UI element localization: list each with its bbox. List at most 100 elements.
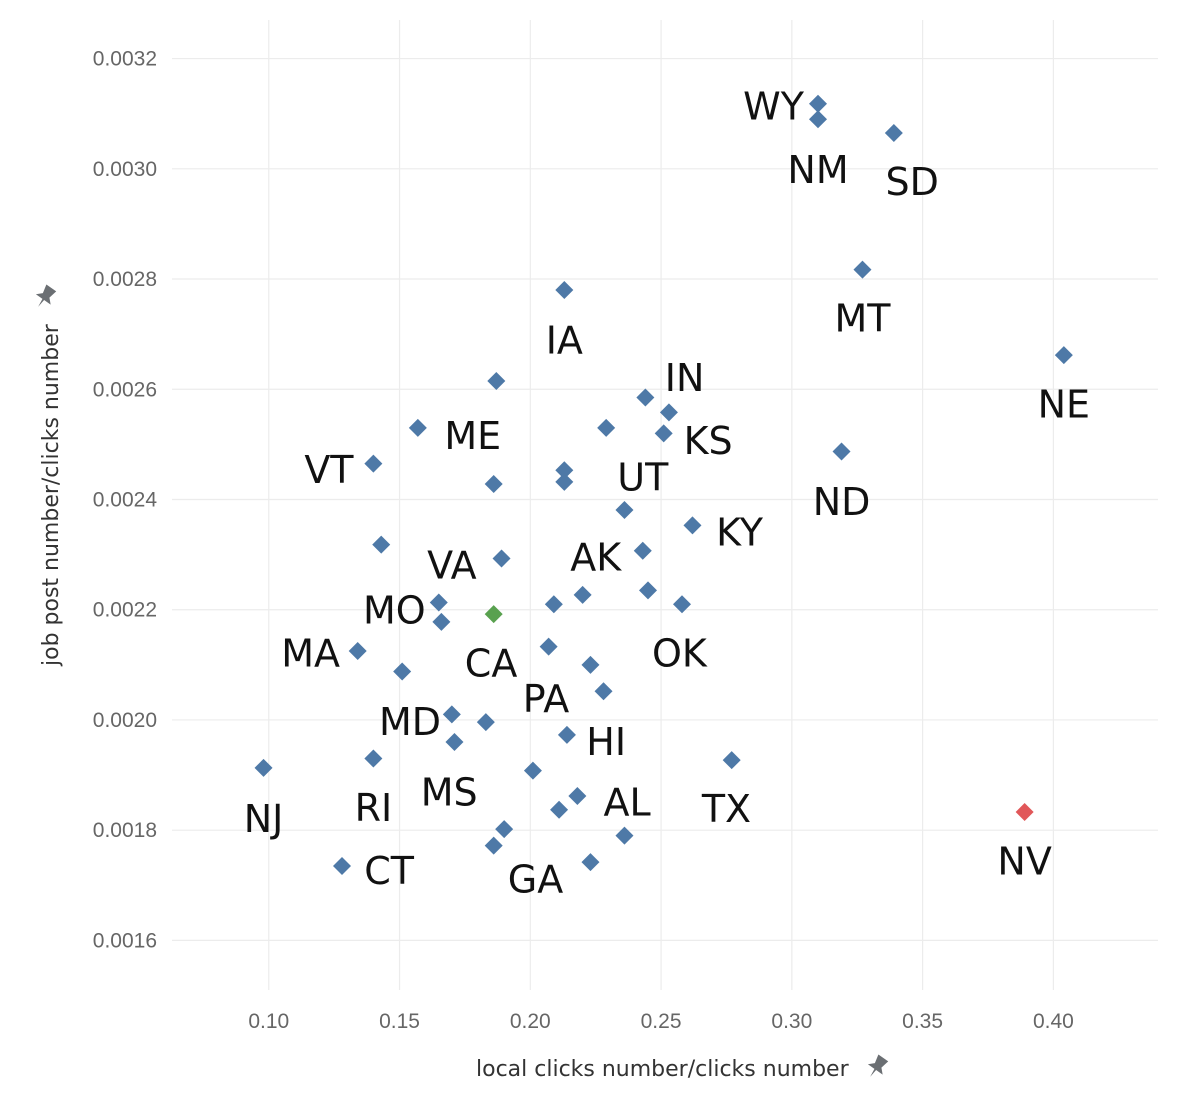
point-label: CA [465,642,518,686]
data-point[interactable] [555,472,574,491]
point-label: ME [444,414,501,458]
data-point[interactable] [442,705,461,724]
data-point[interactable] [568,787,587,805]
y-tick-label: 0.0030 [93,158,157,181]
y-axis-title: job post number/clicks number [39,323,64,667]
x-tick-label: 0.40 [1033,1010,1074,1033]
data-point[interactable] [372,535,391,554]
x-tick-label: 0.35 [902,1010,943,1033]
point-label: GA [508,858,563,902]
data-point[interactable] [445,732,464,751]
x-tick-label: 0.30 [771,1010,812,1033]
y-tick-label: 0.0016 [93,929,157,952]
data-point[interactable] [550,800,569,819]
data-point[interactable] [484,475,503,494]
data-point[interactable] [581,655,600,674]
y-tick-label: 0.0020 [93,709,157,732]
x-tick-label: 0.20 [510,1010,551,1033]
data-point[interactable] [364,749,383,768]
data-point[interactable] [484,605,503,624]
data-point[interactable] [544,595,563,614]
point-label: MT [834,297,891,341]
x-axis-pin-icon[interactable] [863,1053,891,1082]
point-label: ND [813,480,871,524]
point-label: UT [617,455,669,499]
x-tick-label: 0.10 [248,1010,289,1033]
x-axis-title: local clicks number/clicks number [476,1057,850,1082]
data-point[interactable] [484,836,503,855]
point-label: AL [603,781,650,825]
point-label: TX [701,787,751,831]
point-label: KY [716,510,764,554]
point-label: VT [304,448,354,492]
data-points [254,94,1073,875]
point-label: RI [355,786,393,830]
point-label: NV [997,839,1051,883]
data-point[interactable] [495,820,514,839]
point-label: MO [363,589,426,633]
data-point[interactable] [722,751,741,770]
data-point[interactable] [654,424,673,443]
data-point[interactable] [581,853,600,872]
data-point[interactable] [555,281,574,300]
point-label: MS [421,771,478,815]
point-label: VA [427,544,477,588]
data-point[interactable] [809,94,827,113]
point-label: HI [586,720,626,764]
point-label: SD [885,160,938,204]
x-tick-label: 0.15 [379,1010,420,1033]
data-point[interactable] [333,856,351,875]
data-point[interactable] [364,454,383,473]
point-label: AK [570,535,622,579]
data-point[interactable] [639,581,657,600]
tick-labels: 0.10 0.15 0.20 0.25 0.30 0.35 0.40 0.0016 0.0018… [93,48,1074,1033]
pin-icon [35,284,57,307]
data-point[interactable] [683,516,702,535]
data-point[interactable] [523,761,542,780]
data-point[interactable] [597,418,616,437]
data-point[interactable] [636,388,655,407]
data-point[interactable] [254,758,273,777]
data-point[interactable] [809,110,827,129]
data-point[interactable] [539,637,558,656]
data-point[interactable] [832,442,851,461]
data-point[interactable] [1015,802,1034,821]
y-tick-label: 0.0026 [93,378,157,401]
point-label: NM [787,148,848,192]
point-label: MD [379,700,441,744]
data-point[interactable] [476,713,495,732]
data-point[interactable] [393,662,412,681]
data-point[interactable] [432,612,451,631]
data-point[interactable] [659,403,678,422]
y-tick-label: 0.0032 [93,48,157,71]
data-point[interactable] [555,461,574,480]
data-point[interactable] [408,418,427,437]
point-label: IA [546,319,583,363]
y-tick-label: 0.0024 [93,488,158,511]
data-point[interactable] [557,725,576,744]
y-tick-label: 0.0022 [93,599,157,622]
data-point[interactable] [884,123,903,142]
data-point[interactable] [633,541,652,560]
data-point[interactable] [594,682,613,701]
data-point[interactable] [615,500,634,519]
data-point[interactable] [348,642,367,661]
point-label: KS [684,419,733,463]
point-label: PA [523,677,569,721]
data-point[interactable] [853,260,872,279]
data-point[interactable] [492,549,511,568]
data-point[interactable] [573,585,592,604]
y-tick-label: 0.0018 [93,819,157,842]
y-tick-label: 0.0028 [93,268,157,291]
data-point[interactable] [487,371,506,390]
data-point[interactable] [673,595,691,614]
point-label: CT [364,849,415,893]
data-point[interactable] [429,593,448,612]
point-label: OK [652,632,708,676]
point-label: NE [1038,383,1090,427]
y-axis-pin-icon[interactable] [31,283,59,312]
data-point[interactable] [615,826,634,845]
data-point[interactable] [1054,346,1073,365]
